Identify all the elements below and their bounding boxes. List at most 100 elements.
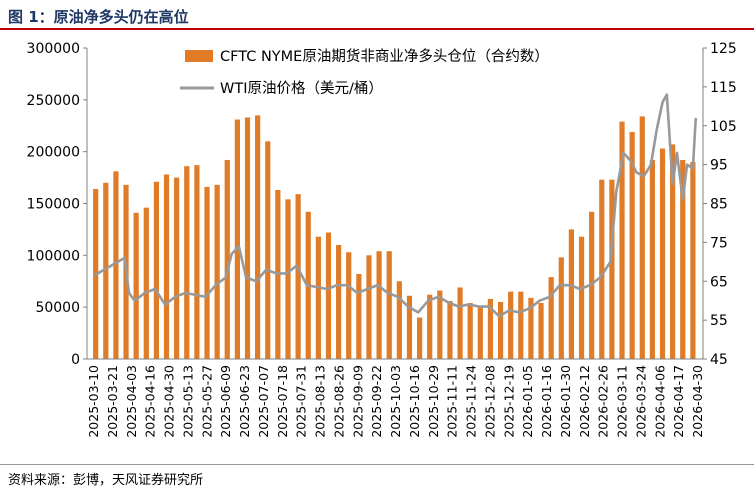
bar	[659, 148, 666, 359]
bar	[336, 244, 342, 359]
x-tick-label: 2026-04-17	[671, 365, 686, 438]
x-axis-ticks: 2025-03-10 2025-03-21 2025-04-03 2025-04-16…	[86, 365, 705, 438]
right-tick-label: 125	[710, 41, 737, 57]
right-tick-label: 45	[710, 352, 728, 368]
x-tick-label: 2025-03-21	[105, 365, 120, 438]
x-tick-label: 2025-07-31	[294, 365, 309, 438]
bar	[346, 252, 352, 359]
x-tick-label: 2025-12-19	[501, 365, 516, 438]
bar	[325, 232, 332, 359]
bar	[680, 159, 686, 359]
source-divider	[0, 464, 754, 465]
bar	[437, 290, 443, 359]
x-tick-label: 2026-02-26	[596, 365, 611, 438]
bar	[204, 186, 210, 359]
x-tick-label: 2025-04-03	[124, 365, 139, 438]
bar	[406, 295, 413, 359]
bar	[467, 303, 473, 359]
bar	[558, 257, 564, 359]
bar	[508, 291, 514, 359]
bar	[427, 294, 433, 359]
x-tick-label: 2025-06-09	[218, 365, 233, 438]
bar	[315, 236, 321, 359]
bar	[396, 281, 402, 359]
legend-bar-swatch	[185, 50, 213, 62]
x-tick-label: 2026-03-11	[615, 365, 630, 438]
right-tick-label: 85	[710, 197, 728, 213]
x-tick-label: 2025-10-16	[407, 365, 422, 438]
bar	[163, 174, 170, 359]
x-tick-label: 2025-08-26	[331, 365, 346, 438]
x-tick-label: 2025-06-23	[237, 365, 252, 438]
x-tick-label: 2025-07-07	[256, 365, 271, 438]
bar	[143, 207, 149, 359]
title-divider	[0, 28, 754, 30]
figure-title: 图 1：原油净多头仍在高位	[8, 8, 189, 26]
bar	[548, 277, 554, 359]
line-series	[93, 93, 698, 318]
bar	[528, 297, 534, 359]
left-axis-ticks: 0 50000 100000 150000 200000 250000 300000	[27, 41, 87, 368]
bar	[376, 251, 382, 359]
source-note: 资料来源：彭博，天风证券研究所	[8, 473, 204, 488]
right-tick-label: 65	[710, 274, 728, 290]
bar	[538, 303, 544, 359]
bar	[113, 171, 119, 359]
bar	[629, 131, 635, 359]
right-tick-label: 75	[710, 235, 728, 251]
bar	[153, 181, 160, 359]
left-tick-label: 300000	[27, 41, 80, 57]
x-tick-label: 2026-01-05	[520, 365, 535, 438]
bar	[670, 144, 676, 359]
x-tick-label: 2026-01-16	[539, 365, 554, 438]
bar	[194, 165, 200, 359]
bar	[518, 291, 524, 359]
price-line	[93, 93, 698, 318]
right-tick-label: 115	[710, 80, 737, 96]
x-tick-label: 2026-02-12	[577, 365, 592, 438]
bar	[285, 199, 291, 359]
x-tick-label: 2025-08-13	[313, 365, 328, 438]
left-tick-label: 50000	[35, 300, 80, 316]
bar	[578, 236, 585, 359]
bar	[356, 273, 362, 359]
left-tick-label: 250000	[27, 93, 80, 109]
bar	[386, 251, 392, 359]
left-tick-label: 150000	[27, 197, 80, 213]
bar	[214, 184, 220, 359]
bar	[568, 229, 575, 359]
bar	[690, 162, 696, 359]
bar	[224, 159, 230, 359]
bar	[599, 179, 605, 359]
bar	[265, 141, 271, 359]
bar	[497, 301, 504, 359]
x-tick-label: 2025-11-24	[464, 365, 479, 438]
x-tick-label: 2025-11-11	[445, 365, 460, 438]
bar	[366, 255, 372, 359]
bar	[649, 159, 655, 359]
legend-bar-label: CFTC NYME原油期货非商业净多头仓位（合约数）	[220, 48, 549, 65]
bar	[416, 317, 423, 359]
x-tick-label: 2026-04-30	[690, 365, 705, 438]
left-tick-label: 200000	[27, 145, 80, 161]
bar	[174, 177, 180, 359]
x-tick-label: 2025-10-03	[388, 365, 403, 438]
bar	[487, 298, 494, 359]
x-tick-label: 2025-09-09	[350, 365, 365, 438]
left-tick-label: 100000	[27, 248, 80, 264]
x-tick-label: 2025-10-29	[426, 365, 441, 438]
bar	[295, 194, 301, 359]
bar	[619, 121, 625, 359]
x-tick-label: 2026-01-30	[558, 365, 573, 438]
bar	[244, 117, 251, 360]
x-tick-label: 2025-07-18	[275, 365, 290, 438]
x-tick-label: 2025-09-22	[369, 365, 384, 438]
bar	[184, 166, 190, 359]
chart: 0 50000 100000 150000 200000 250000 300000 45 5…	[27, 41, 737, 438]
x-tick-label: 2025-04-16	[143, 365, 158, 438]
right-tick-label: 55	[710, 313, 728, 329]
bar	[103, 182, 109, 359]
x-tick-label: 2025-03-10	[86, 365, 101, 438]
right-tick-label: 105	[710, 119, 737, 135]
bar	[639, 116, 645, 359]
